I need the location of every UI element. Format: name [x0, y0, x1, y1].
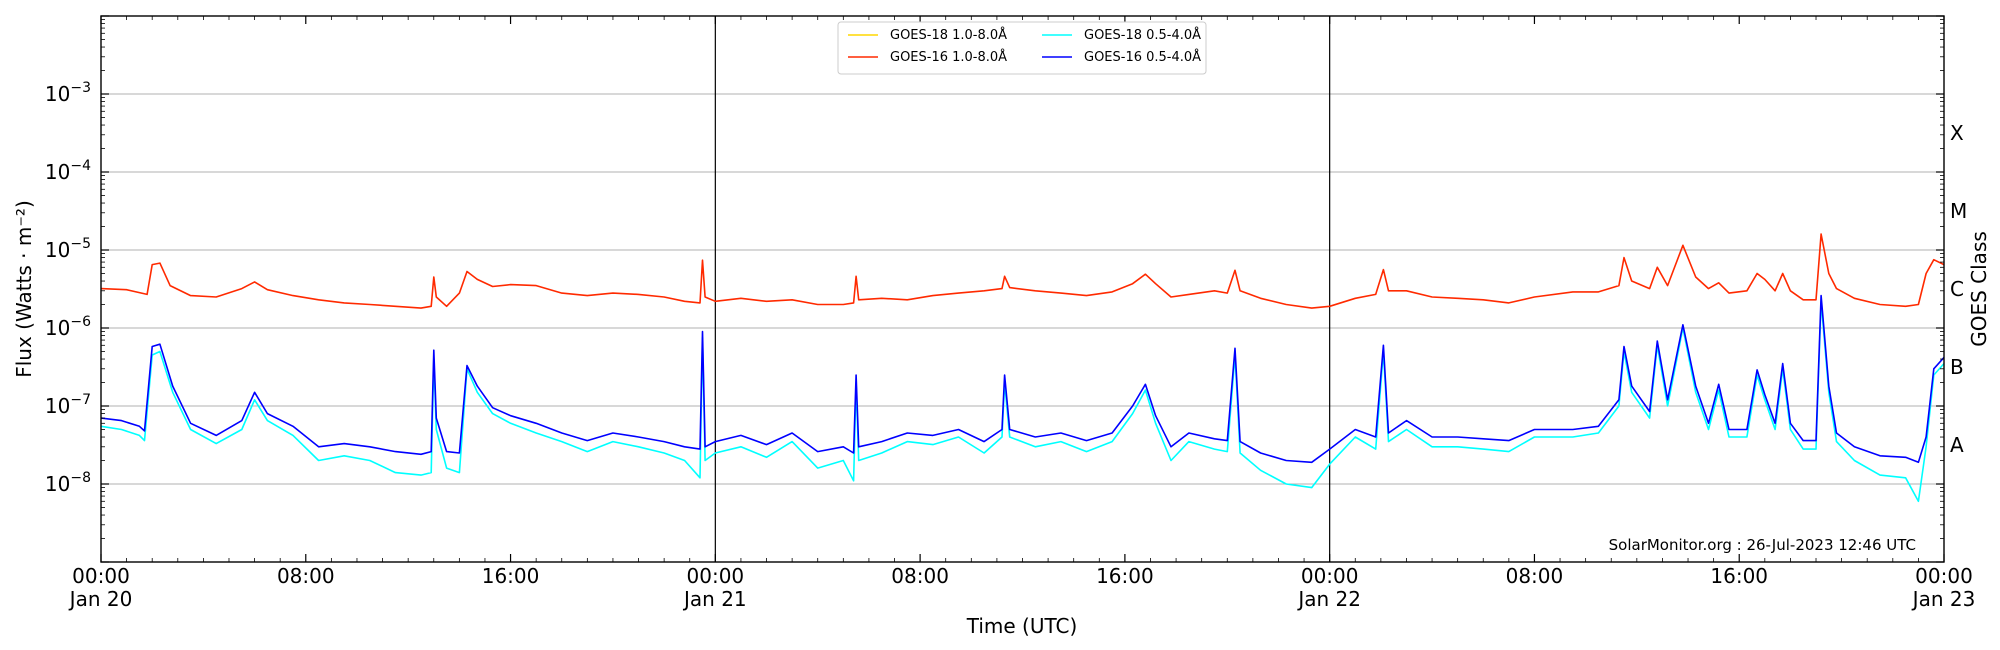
y-axis-title: Flux (Watts · m⁻²): [12, 200, 36, 378]
legend-label: GOES-18 1.0-8.0Å: [890, 27, 1007, 43]
x-axis-title: Time (UTC): [966, 614, 1078, 638]
x-tick-date: Jan 22: [1296, 587, 1361, 611]
x-tick-time: 16:00: [1710, 564, 1768, 588]
x-tick-time: 08:00: [1506, 564, 1564, 588]
goes-class-labels: A B C M X: [1950, 121, 1967, 457]
y-tick-label: 10−3: [45, 80, 91, 106]
x-tick-time: 16:00: [1096, 564, 1154, 588]
x-tick-date: Jan 23: [1911, 587, 1976, 611]
series-lines: [101, 233, 1944, 503]
legend-label: GOES-16 1.0-8.0Å: [890, 49, 1007, 65]
x-tick-date: Jan 21: [682, 587, 747, 611]
x-tick-time: 16:00: [482, 564, 540, 588]
y-tick-label: 10−6: [45, 314, 91, 340]
goes-class-label: A: [1950, 433, 1964, 457]
y-tick-label: 10−8: [45, 470, 91, 496]
legend-label: GOES-16 0.5-4.0Å: [1084, 49, 1201, 65]
y-axis-ticks: 10−8 10−7 10−6 10−5 10−4 10−3: [45, 15, 1944, 563]
x-tick-time: 00:00: [1301, 564, 1359, 588]
goes-class-label: X: [1950, 121, 1964, 145]
x-tick-time: 08:00: [277, 564, 335, 588]
legend-box: [837, 21, 1207, 75]
series-line: [101, 294, 1944, 464]
legend: GOES-18 1.0-8.0Å GOES-16 1.0-8.0Å GOES-18 …: [837, 21, 1207, 75]
x-tick-time: 08:00: [891, 564, 949, 588]
x-tick-time: 00:00: [687, 564, 745, 588]
y-tick-label: 10−4: [45, 158, 91, 184]
y2-axis-title: GOES Class: [1967, 231, 1991, 347]
footer-credit: SolarMonitor.org : 26-Jul-2023 12:46 UTC: [1609, 536, 1916, 554]
goes-class-label: M: [1950, 199, 1967, 223]
y-tick-label: 10−5: [45, 236, 91, 262]
x-tick-time: 00:00: [72, 564, 130, 588]
goes-class-label: B: [1950, 355, 1964, 379]
goes-class-label: C: [1950, 277, 1964, 301]
grid-lines: [101, 93, 1944, 485]
day-boundary-lines: [714, 16, 1331, 562]
series-line: [101, 233, 1944, 309]
x-tick-time: 00:00: [1915, 564, 1973, 588]
y-tick-label: 10−7: [45, 392, 91, 418]
legend-label: GOES-18 0.5-4.0Å: [1084, 27, 1201, 43]
x-tick-date: Jan 20: [68, 587, 133, 611]
